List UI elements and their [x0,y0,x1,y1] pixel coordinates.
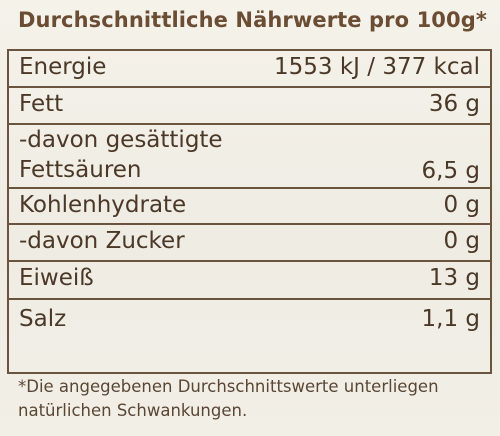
row-label: -davon Zucker [19,228,185,254]
row-label: Salz [19,306,67,332]
row-label: Fett [19,91,64,117]
row-label: -davon gesättigte Fettsäuren [19,125,223,185]
row-value: 1,1 g [421,306,481,332]
table-row-saturated-fat: -davon gesättigte Fettsäuren 6,5 g [9,123,490,187]
row-value: 36 g [428,91,480,117]
footnote-line-2: natürlichen Schwankungen. [18,401,248,420]
row-value: 0 g [443,192,480,218]
row-label: Energie [19,54,107,80]
table-row-sugar: -davon Zucker 0 g [9,223,490,260]
row-label: Kohlenhydrate [19,192,187,218]
footnote: *Die angegebenen Durchschnittswerte unte… [18,375,488,423]
footnote-line-1: *Die angegebenen Durchschnittswerte unte… [18,377,439,396]
table-title: Durchschnittliche Nährwerte pro 100g* [18,8,487,32]
nutrition-table: Energie 1553 kJ / 377 kcal Fett 36 g -da… [7,49,492,374]
row-label-line-1: -davon gesättigte [19,127,223,153]
row-value: 6,5 g [421,158,481,184]
table-row-protein: Eiweiß 13 g [9,260,490,298]
row-value: 0 g [443,228,480,254]
row-value: 13 g [428,265,480,291]
row-value: 1553 kJ / 377 kcal [274,54,480,80]
table-row-salt: Salz 1,1 g [9,298,490,372]
row-label-line-2: Fettsäuren [19,157,142,183]
row-label: Eiweiß [19,265,94,291]
table-row-fat: Fett 36 g [9,86,490,123]
table-row-carbohydrates: Kohlenhydrate 0 g [9,187,490,223]
table-row-energy: Energie 1553 kJ / 377 kcal [9,51,490,86]
